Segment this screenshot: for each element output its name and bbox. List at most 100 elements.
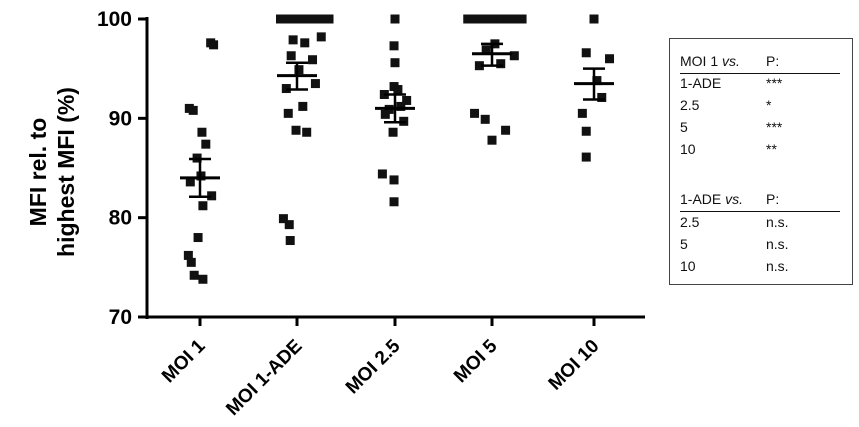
header-vs: vs. — [722, 53, 740, 69]
row-p: n.s. — [766, 214, 789, 230]
row-p: *** — [766, 75, 783, 91]
data-point — [509, 51, 519, 61]
data-point — [496, 59, 506, 69]
y-axis-ticks: 70 80 90 100 — [97, 8, 147, 329]
header-vs: vs. — [725, 191, 744, 207]
y-axis-label-line1: MFI rel. to — [25, 118, 51, 227]
x-category-label: MOI 2.5 — [342, 335, 405, 398]
data-point — [207, 191, 217, 201]
data-point — [389, 197, 399, 207]
data-point — [463, 14, 473, 24]
data-point — [377, 169, 387, 179]
data-point — [389, 41, 399, 51]
data-point — [285, 14, 295, 24]
header-label: 1-ADE — [680, 191, 726, 207]
data-point — [470, 14, 480, 24]
x-category-label: MOI 10 — [545, 336, 604, 395]
data-point — [308, 55, 318, 65]
significance-table: MOI 1 vs. P: 1-ADE *** 2.5 * 5 *** 10 **… — [669, 38, 853, 285]
data-point — [483, 14, 493, 24]
table-row: 2.5 n.s. — [680, 214, 840, 234]
x-category-label: MOI 1-ADE — [222, 336, 306, 420]
data-point — [589, 14, 599, 24]
data-point — [517, 14, 527, 24]
y-tick-label: 80 — [109, 207, 132, 230]
table-row: 2.5 * — [680, 97, 840, 117]
table-row: 5 *** — [680, 119, 840, 139]
data-point — [577, 108, 587, 118]
data-point — [581, 126, 591, 136]
data-point — [189, 270, 199, 280]
data-point — [280, 14, 290, 24]
data-point — [314, 14, 324, 24]
row-label: 5 — [680, 119, 688, 135]
row-p: n.s. — [766, 236, 789, 252]
row-p: *** — [766, 119, 783, 135]
data-point — [302, 127, 312, 137]
table-row: 1-ADE *** — [680, 75, 840, 95]
data-point — [186, 257, 196, 267]
row-p: ** — [766, 141, 777, 157]
data-point — [581, 48, 591, 58]
data-point — [388, 127, 398, 137]
data-point — [284, 220, 294, 230]
data-point — [497, 14, 507, 24]
data-point — [276, 14, 286, 24]
data-point — [309, 14, 319, 24]
data-point — [290, 14, 300, 24]
data-point — [183, 250, 193, 260]
data-point — [501, 125, 511, 135]
data-point — [597, 92, 607, 102]
data-point — [294, 65, 304, 75]
row-label: 10 — [680, 258, 696, 274]
header-label: MOI 1 — [680, 53, 723, 69]
row-p: * — [766, 97, 772, 113]
data-point — [291, 125, 301, 135]
table-header-ade: 1-ADE vs. P: — [680, 191, 840, 212]
row-p: n.s. — [766, 258, 789, 274]
data-point — [185, 177, 195, 187]
table-row: 10 ** — [680, 141, 840, 161]
x-category-label: MOI 1 — [158, 335, 210, 387]
data-point — [393, 85, 403, 95]
data-point — [605, 54, 615, 64]
data-point — [581, 152, 591, 162]
data-points — [183, 14, 615, 284]
y-axis-label-line2: highest MFI (%) — [53, 87, 79, 257]
data-point — [480, 114, 490, 124]
data-point — [490, 14, 500, 24]
data-point — [197, 127, 207, 137]
data-point — [510, 14, 520, 24]
data-point — [198, 201, 208, 211]
row-label: 2.5 — [680, 97, 700, 113]
data-point — [278, 214, 288, 224]
row-label: 1-ADE — [680, 75, 722, 91]
y-tick-label: 70 — [109, 306, 132, 329]
data-point — [324, 14, 334, 24]
data-point — [316, 32, 326, 42]
data-point — [380, 109, 390, 119]
table-header-moi1: MOI 1 vs. P: — [680, 53, 840, 74]
data-point — [305, 14, 315, 24]
header-p: P: — [766, 53, 780, 69]
data-point — [476, 14, 486, 24]
data-point — [389, 175, 399, 185]
data-point — [209, 40, 219, 50]
data-point — [295, 14, 305, 24]
data-point — [402, 95, 412, 105]
table-row: 10 n.s. — [680, 258, 840, 278]
data-point — [300, 14, 310, 24]
x-category-label: MOI 5 — [450, 335, 502, 387]
row-label: 10 — [680, 141, 696, 157]
data-point — [310, 79, 320, 89]
data-point — [288, 35, 298, 45]
data-point — [298, 101, 308, 111]
data-point — [283, 108, 293, 118]
data-point — [286, 51, 296, 61]
data-point — [285, 236, 295, 246]
data-point — [396, 101, 406, 111]
y-tick-label: 100 — [97, 8, 132, 31]
data-point — [474, 61, 484, 71]
data-point — [319, 14, 329, 24]
